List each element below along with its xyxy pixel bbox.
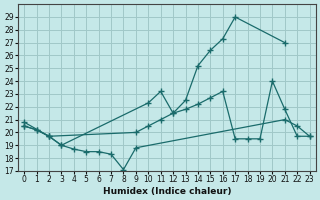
X-axis label: Humidex (Indice chaleur): Humidex (Indice chaleur) xyxy=(103,187,231,196)
